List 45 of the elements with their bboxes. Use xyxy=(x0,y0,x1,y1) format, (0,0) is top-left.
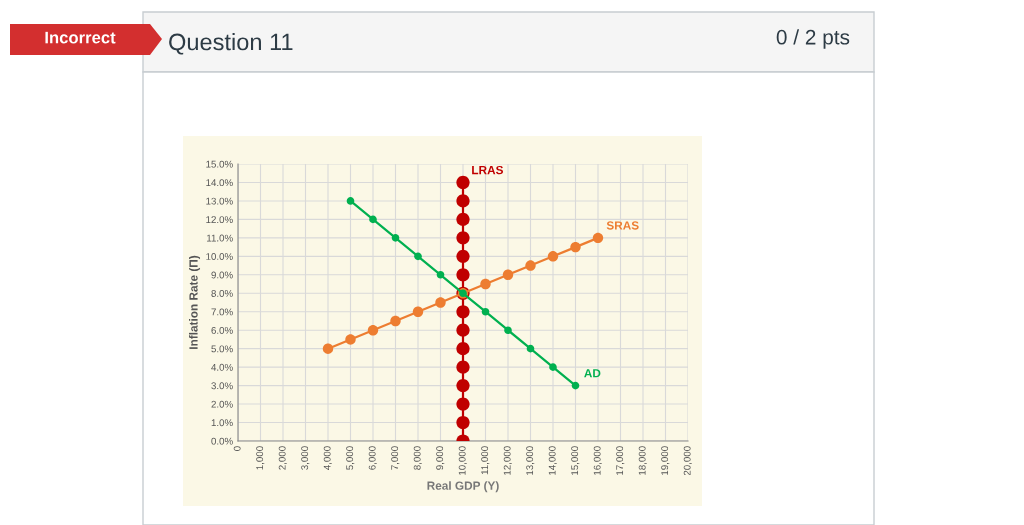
x-axis-title: Real GDP (Y) xyxy=(427,481,499,493)
y-tick-label: 12.0% xyxy=(206,216,233,224)
x-tick-label: 18,000 xyxy=(638,446,647,475)
x-tick-label: 9,000 xyxy=(436,446,445,470)
y-tick-label: 13.0% xyxy=(206,197,233,205)
y-tick-label: 15.0% xyxy=(206,160,233,168)
y-tick-label: 9.0% xyxy=(211,271,233,279)
x-tick-label: 19,000 xyxy=(661,446,670,475)
x-tick-label: 10,000 xyxy=(458,446,467,475)
y-tick-label: 4.0% xyxy=(211,363,233,371)
y-axis-title: Inflation Rate (Π) xyxy=(189,255,201,349)
series-label: AD xyxy=(584,369,601,378)
y-tick-label: 0.0% xyxy=(211,437,233,445)
y-tick-label: 10.0% xyxy=(206,253,233,260)
y-tick-label: 3.0% xyxy=(211,382,233,390)
x-tick-label: 4,000 xyxy=(323,446,332,470)
text: Incorrect xyxy=(45,31,116,44)
series-label: LRAS xyxy=(472,165,504,175)
y-tick-label: 5.0% xyxy=(211,345,233,353)
x-tick-label: 8,000 xyxy=(413,446,422,470)
y-tick-label: 6.0% xyxy=(211,326,233,334)
y-tick-label: 14.0% xyxy=(206,179,233,187)
x-tick-label: 17,000 xyxy=(616,446,625,475)
y-tick-label: 1.0% xyxy=(211,419,233,427)
text: 0 / 2 pts xyxy=(776,29,850,49)
x-tick-label: 12,000 xyxy=(503,446,512,475)
text: Question 11 xyxy=(169,33,293,55)
x-tick-label: 2,000 xyxy=(278,446,287,470)
x-tick-label: 15,000 xyxy=(571,446,580,475)
x-tick-label: 16,000 xyxy=(593,446,602,475)
y-tick-label: 2.0% xyxy=(211,400,233,408)
y-tick-label: 7.0% xyxy=(211,308,233,316)
x-tick-label: 13,000 xyxy=(526,446,535,475)
y-tick-label: 8.0% xyxy=(211,290,233,297)
y-tick-label: 11.0% xyxy=(207,234,233,242)
x-tick-label: 5,000 xyxy=(346,446,355,470)
x-tick-label: 0 xyxy=(233,446,241,451)
x-tick-label: 6,000 xyxy=(368,446,377,470)
x-tick-label: 7,000 xyxy=(391,446,400,470)
x-tick-label: 11,000 xyxy=(481,446,490,475)
x-tick-label: 1,000 xyxy=(256,446,265,470)
x-tick-label: 14,000 xyxy=(548,446,557,475)
x-tick-label: 3,000 xyxy=(301,446,310,470)
x-tick-label: 20,000 xyxy=(683,446,692,476)
series-label: SRAS xyxy=(606,221,639,230)
